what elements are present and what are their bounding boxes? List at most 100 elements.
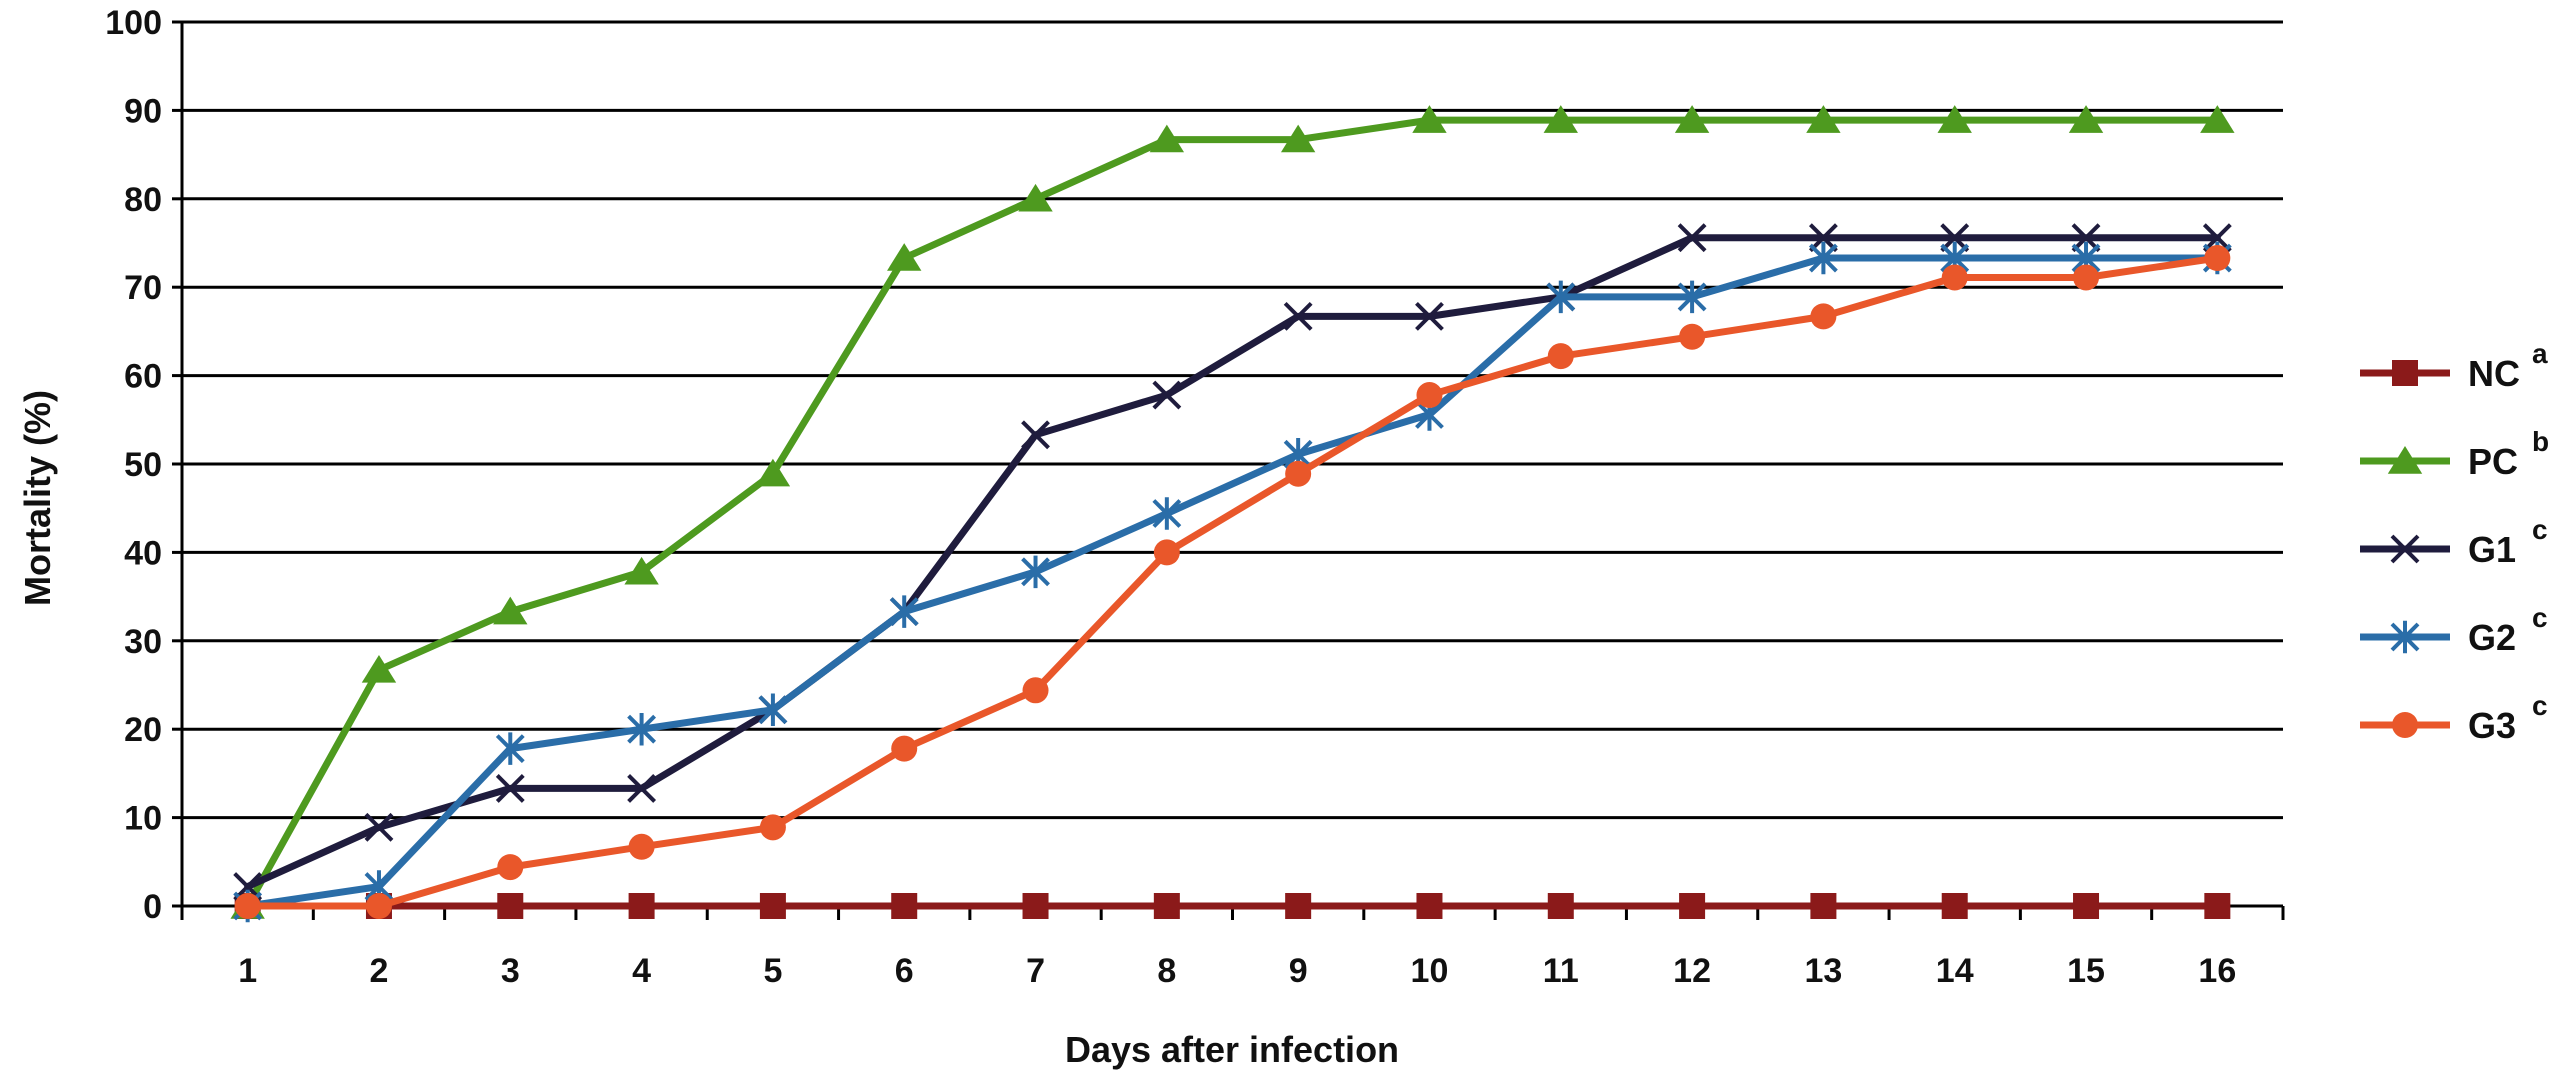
x-tick-label-3: 3: [501, 952, 520, 990]
x-tick-label-13: 13: [1804, 952, 1842, 990]
point-pc-day13: [1806, 105, 1841, 133]
y-tick-label-30: 30: [124, 623, 162, 661]
point-pc-day16: [2200, 105, 2235, 133]
point-g3-day14: [1941, 264, 1968, 291]
y-tick-label-20: 20: [124, 711, 162, 749]
legend-item-pc: PC b: [2360, 426, 2549, 482]
legend-marker-pc: [2387, 446, 2423, 474]
point-g1-day16: [2202, 223, 2232, 253]
point-nc-day7: [1022, 893, 1049, 919]
point-nc-day6: [891, 893, 918, 919]
point-g2-day11: [1546, 280, 1576, 314]
point-nc-day5: [759, 893, 786, 919]
point-g3-day11: [1547, 343, 1574, 370]
point-g3-day12: [1679, 323, 1706, 350]
legend-marker-g3: [2392, 712, 2418, 738]
legend-label-g3: G3: [2468, 705, 2516, 746]
x-tick-label-11: 11: [1543, 952, 1579, 990]
point-g3-day5: [759, 814, 786, 841]
point-pc-day14: [1937, 105, 1972, 133]
point-g1-day12: [1677, 223, 1707, 253]
point-g3-day3: [497, 854, 524, 881]
point-g2-day3: [495, 732, 525, 765]
point-nc-day9: [1285, 893, 1312, 919]
point-g2-day6: [889, 595, 919, 628]
point-g3-day9: [1285, 460, 1312, 487]
point-g2-day12: [1677, 280, 1707, 314]
series-line-g3: [244, 254, 2221, 910]
legend-label-g1: G1: [2468, 529, 2516, 570]
point-pc-day10: [1412, 105, 1447, 133]
point-nc-day8: [1153, 893, 1180, 919]
point-g1-day4: [627, 774, 657, 803]
x-tick-label-7: 7: [1026, 952, 1045, 990]
point-g2-day4: [627, 712, 657, 746]
y-tick-label-80: 80: [124, 181, 162, 219]
point-g1-day9: [1283, 301, 1313, 331]
point-g1-day7: [1021, 420, 1050, 450]
point-pc-day8: [1149, 124, 1185, 153]
y-tick-label-50: 50: [124, 446, 162, 484]
series-layer: [230, 105, 2235, 923]
legend-marker-g2: [2390, 620, 2420, 654]
point-pc-day12: [1674, 105, 1710, 133]
x-tick-label-8: 8: [1157, 952, 1176, 990]
point-g1-day15: [2071, 223, 2101, 253]
point-pc-day3: [493, 596, 528, 625]
point-g1-day14: [1940, 223, 1970, 253]
x-tick-label-16: 16: [2198, 952, 2236, 990]
series-g2: [233, 241, 2232, 923]
point-nc-day13: [1810, 893, 1837, 919]
point-nc-day12: [1679, 893, 1706, 919]
point-pc-day5: [755, 458, 791, 487]
point-g1-day13: [1808, 223, 1838, 253]
point-nc-day3: [497, 893, 524, 919]
y-tick-label-10: 10: [124, 800, 162, 838]
point-pc-day4: [624, 556, 659, 585]
point-g1-day3: [495, 774, 525, 803]
point-g3-day2: [365, 893, 392, 919]
point-g3-day1: [234, 893, 261, 919]
legend-marker-nc: [2392, 360, 2418, 386]
y-tick-label-0: 0: [143, 888, 162, 926]
legend: NC a PC b G1 c G2 c G3 c: [2360, 338, 2549, 746]
series-g3: [234, 245, 2231, 919]
legend-item-g3: G3 c: [2360, 690, 2548, 746]
x-axis-title: Days after infection: [1065, 1029, 1399, 1070]
point-nc-day16: [2204, 893, 2231, 919]
point-g3-day8: [1153, 539, 1180, 566]
legend-label-g2: G2: [2468, 617, 2516, 658]
x-tick-label-1: 1: [238, 952, 257, 990]
point-nc-day10: [1416, 893, 1443, 919]
x-tick-label-12: 12: [1673, 952, 1711, 990]
point-nc-day15: [2073, 893, 2100, 919]
point-nc-day4: [628, 893, 655, 919]
point-pc-day2: [361, 655, 397, 683]
x-tick-label-4: 4: [632, 952, 651, 990]
series-g1: [233, 223, 2232, 901]
point-g3-day6: [891, 735, 918, 762]
y-tick-label-100: 100: [105, 4, 162, 42]
point-g1-day8: [1152, 380, 1182, 410]
legend-item-g1: G1 c: [2360, 514, 2548, 570]
y-tick-label-90: 90: [124, 92, 162, 130]
y-tick-label-40: 40: [124, 534, 162, 572]
point-pc-day15: [2068, 105, 2104, 133]
point-g2-day13: [1808, 241, 1838, 275]
point-nc-day11: [1547, 893, 1574, 919]
series-line-g2: [244, 254, 2221, 910]
point-g3-day10: [1416, 382, 1443, 409]
point-g2-day5: [758, 693, 788, 727]
series-line-g1: [244, 234, 2221, 891]
x-tick-label-15: 15: [2067, 952, 2105, 990]
point-g3-day4: [628, 833, 655, 860]
legend-sup-g2: c: [2532, 602, 2548, 633]
legend-sup-pc: b: [2532, 426, 2549, 457]
legend-label-pc: PC: [2468, 441, 2518, 482]
legend-sup-nc: a: [2532, 338, 2548, 369]
point-g3-day7: [1022, 677, 1049, 704]
series-line-pc: [244, 116, 2221, 910]
point-pc-day7: [1018, 183, 1053, 212]
